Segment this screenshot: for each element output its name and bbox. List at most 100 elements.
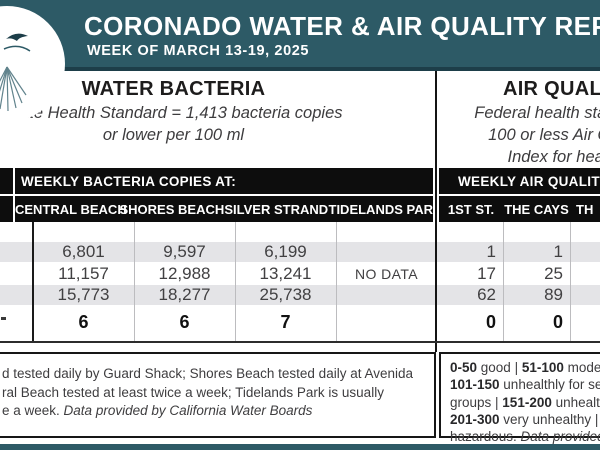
air-legend-box: 0-50 good | 51-100 moderate | 101-150 un… bbox=[439, 352, 600, 444]
data-table-rows: 6,801 9,597 6,199 1 1 11,157 12,988 13,2… bbox=[0, 222, 600, 340]
table-cell: 6,199 bbox=[264, 242, 307, 261]
aqi-label-groups: groups | bbox=[450, 394, 503, 410]
water-standard-line-1: State Health Standard = 1,413 bacteria c… bbox=[4, 104, 343, 122]
aqi-range-unhealthy: 151-200 bbox=[502, 394, 552, 410]
aqi-label-hazardous: hazardous. bbox=[450, 429, 521, 445]
row-label-cell bbox=[0, 242, 33, 262]
air-table-columns: 1ST ST. THE CAYS TH bbox=[439, 196, 600, 222]
row-label-header-top bbox=[0, 168, 13, 194]
report-title: CORONADO WATER & AIR QUALITY REPORT bbox=[84, 11, 600, 41]
summary-cell: 6 bbox=[179, 312, 190, 332]
table-cell bbox=[570, 222, 600, 242]
row-label-column-header bbox=[0, 168, 13, 222]
report-week: WEEK OF MARCH 13-19, 2025 bbox=[87, 43, 310, 59]
row-label-header-bottom bbox=[0, 196, 13, 222]
bottom-accent-bar bbox=[0, 444, 600, 450]
table-cell: 17 bbox=[477, 263, 496, 283]
table-cell bbox=[235, 222, 336, 242]
air-legend-line-1: 0-50 good | 51-100 moderate | bbox=[450, 359, 600, 376]
column-gridline bbox=[570, 222, 571, 341]
table-cell: 1 bbox=[486, 242, 496, 261]
water-section-intro: WATER BACTERIA State Health Standard = 1… bbox=[0, 70, 437, 146]
air-section-intro: AIR QUALITY Federal health standard = 10… bbox=[437, 70, 600, 168]
aqi-label-very-unhealthy: very unhealthy | bbox=[499, 411, 599, 427]
table-bottom-border bbox=[0, 341, 600, 343]
column-header-tidelands-park: TIDELANDS PARK bbox=[328, 201, 443, 217]
water-footnote-box: d tested daily by Guard Shack; Shores Be… bbox=[0, 352, 436, 438]
column-header-1st-st: 1ST ST. bbox=[447, 201, 495, 217]
table-cell: 1 bbox=[553, 242, 563, 261]
water-table-band-title: WEEKLY BACTERIA COPIES AT: bbox=[15, 168, 433, 194]
table-cell bbox=[570, 285, 600, 305]
air-standard-line-3: Index for healthy bbox=[507, 148, 600, 166]
table-left-border bbox=[32, 222, 34, 341]
air-legend-line-2: 101-150 unhealthly for sensitive bbox=[450, 376, 600, 393]
table-cell bbox=[570, 262, 600, 285]
air-table-band-title: WEEKLY AIR QUALITY bbox=[439, 168, 600, 194]
aqi-label-sensitive: unhealthly for sensitive bbox=[503, 377, 600, 393]
coronado-seal-logo-icon bbox=[0, 5, 66, 123]
table-cell: 25,738 bbox=[259, 285, 312, 304]
table-cell: 13,241 bbox=[259, 263, 312, 283]
summary-cell: 0 bbox=[485, 312, 496, 332]
air-legend-line-3: groups | 151-200 unhealthy | bbox=[450, 394, 600, 411]
aqi-range-sensitive: 101-150 bbox=[450, 377, 500, 393]
aqi-range-very-unhealthy: 201-300 bbox=[450, 411, 500, 427]
table-row bbox=[0, 222, 600, 242]
air-standard-line-1: Federal health standard = bbox=[474, 104, 600, 122]
table-cell bbox=[503, 222, 570, 242]
column-gridline bbox=[235, 222, 236, 341]
water-table-columns: CENTRAL BEACH SHORES BEACH SILVER STRAND… bbox=[15, 196, 443, 222]
no-data-cell: NO DATA bbox=[355, 265, 418, 282]
summary-cell: 7 bbox=[280, 312, 291, 332]
column-header-the-cays: THE CAYS bbox=[504, 201, 569, 217]
table-row: 11,157 12,988 13,241 NO DATA 17 25 bbox=[0, 262, 600, 285]
column-header-shores-beach: SHORES BEACH bbox=[119, 201, 225, 217]
row-label-cell bbox=[0, 222, 33, 242]
table-cell bbox=[437, 222, 503, 242]
summary-cell bbox=[336, 305, 437, 340]
row-label-cell bbox=[0, 305, 33, 340]
aqi-label-good: good | bbox=[477, 360, 522, 375]
air-standard-line-2: 100 or less Air Quality bbox=[488, 126, 600, 144]
water-footnote-line-3-text: e a week. bbox=[2, 403, 64, 419]
table-cell: 12,988 bbox=[158, 263, 211, 283]
air-data-credit: Data provided by bbox=[520, 429, 600, 445]
table-cell bbox=[570, 242, 600, 262]
table-cell: 11,157 bbox=[58, 263, 109, 283]
column-gridline bbox=[503, 222, 504, 341]
table-row: 6,801 9,597 6,199 1 1 bbox=[0, 242, 600, 262]
summary-row: 6 6 7 0 0 bbox=[0, 305, 600, 340]
table-cell: 9,597 bbox=[163, 242, 206, 261]
table-cell: 89 bbox=[544, 285, 563, 304]
air-table-header: WEEKLY AIR QUALITY 1ST ST. THE CAYS TH bbox=[439, 168, 600, 222]
table-cell bbox=[33, 222, 134, 242]
table-row: 15,773 18,277 25,738 62 89 bbox=[0, 285, 600, 305]
water-footnote-line-2: ral Beach tested at least twice a week; … bbox=[2, 384, 384, 400]
table-cell: 6,801 bbox=[62, 242, 105, 261]
section-divider bbox=[435, 68, 437, 352]
table-cell bbox=[336, 242, 437, 262]
summary-cell: 0 bbox=[552, 312, 563, 332]
column-header-silver-strand: SILVER STRAND bbox=[224, 201, 329, 217]
cut-row-label-fragment bbox=[1, 317, 6, 320]
column-header-central-beach: CENTRAL BEACH bbox=[15, 201, 127, 217]
aqi-range-good: 0-50 bbox=[450, 360, 478, 375]
water-data-credit: Data provided by California Water Boards bbox=[63, 403, 313, 419]
aqi-label-moderate: moderate | bbox=[567, 360, 600, 375]
air-legend-line-4: 201-300 very unhealthy | bbox=[450, 411, 600, 428]
water-footnote-text: d tested daily by Guard Shack; Shores Be… bbox=[0, 354, 434, 421]
water-table-header: WEEKLY BACTERIA COPIES AT: CENTRAL BEACH… bbox=[15, 168, 443, 222]
water-footnote-line-3: e a week. Data provided by California Wa… bbox=[2, 402, 434, 421]
table-cell bbox=[336, 222, 437, 242]
column-gridline bbox=[336, 222, 337, 341]
column-gridline bbox=[134, 222, 135, 341]
summary-cell bbox=[570, 305, 600, 340]
table-cell bbox=[336, 285, 437, 305]
column-header-third-cut: TH bbox=[576, 201, 594, 217]
table-cell: 15,773 bbox=[57, 285, 110, 304]
table-cell: 25 bbox=[544, 263, 563, 283]
table-cell bbox=[134, 222, 235, 242]
header-bar bbox=[0, 0, 600, 71]
